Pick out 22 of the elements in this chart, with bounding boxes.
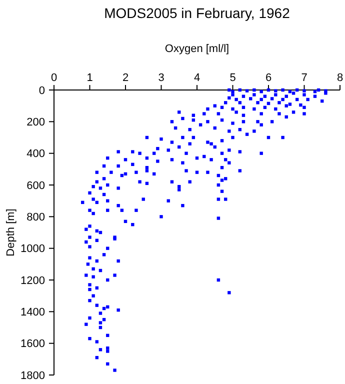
y-tick-label: 1400 [20,306,45,319]
x-tick-label: 0 [50,72,58,84]
x-tick-label: 3 [158,72,164,84]
x-tick-label: 4 [194,72,200,84]
x-tick-label: 5 [230,72,236,84]
x-tick-label: 1 [86,72,93,84]
y-tick-label: 1800 [20,370,45,382]
x-tick-label: 7 [301,72,308,84]
chart-title: MODS2005 in February, 1962 [104,5,290,21]
y-tick-label: 200 [26,116,45,129]
x-tick-label: 6 [265,72,272,84]
y-tick-label: 1600 [20,338,45,350]
y-tick-label: 400 [26,148,45,160]
y-axis-title: Depth [m] [5,208,17,256]
y-tick-label: 1200 [20,274,45,287]
y-tick-label: 600 [26,180,45,192]
y-tick-label: 1000 [20,243,45,256]
y-tick-label: 0 [38,84,45,97]
y-tick-label: 800 [26,212,45,224]
x-axis-title: Oxygen [ml/l] [164,43,230,55]
x-tick-label: 8 [336,72,344,84]
x-tick-label: 2 [122,72,129,84]
